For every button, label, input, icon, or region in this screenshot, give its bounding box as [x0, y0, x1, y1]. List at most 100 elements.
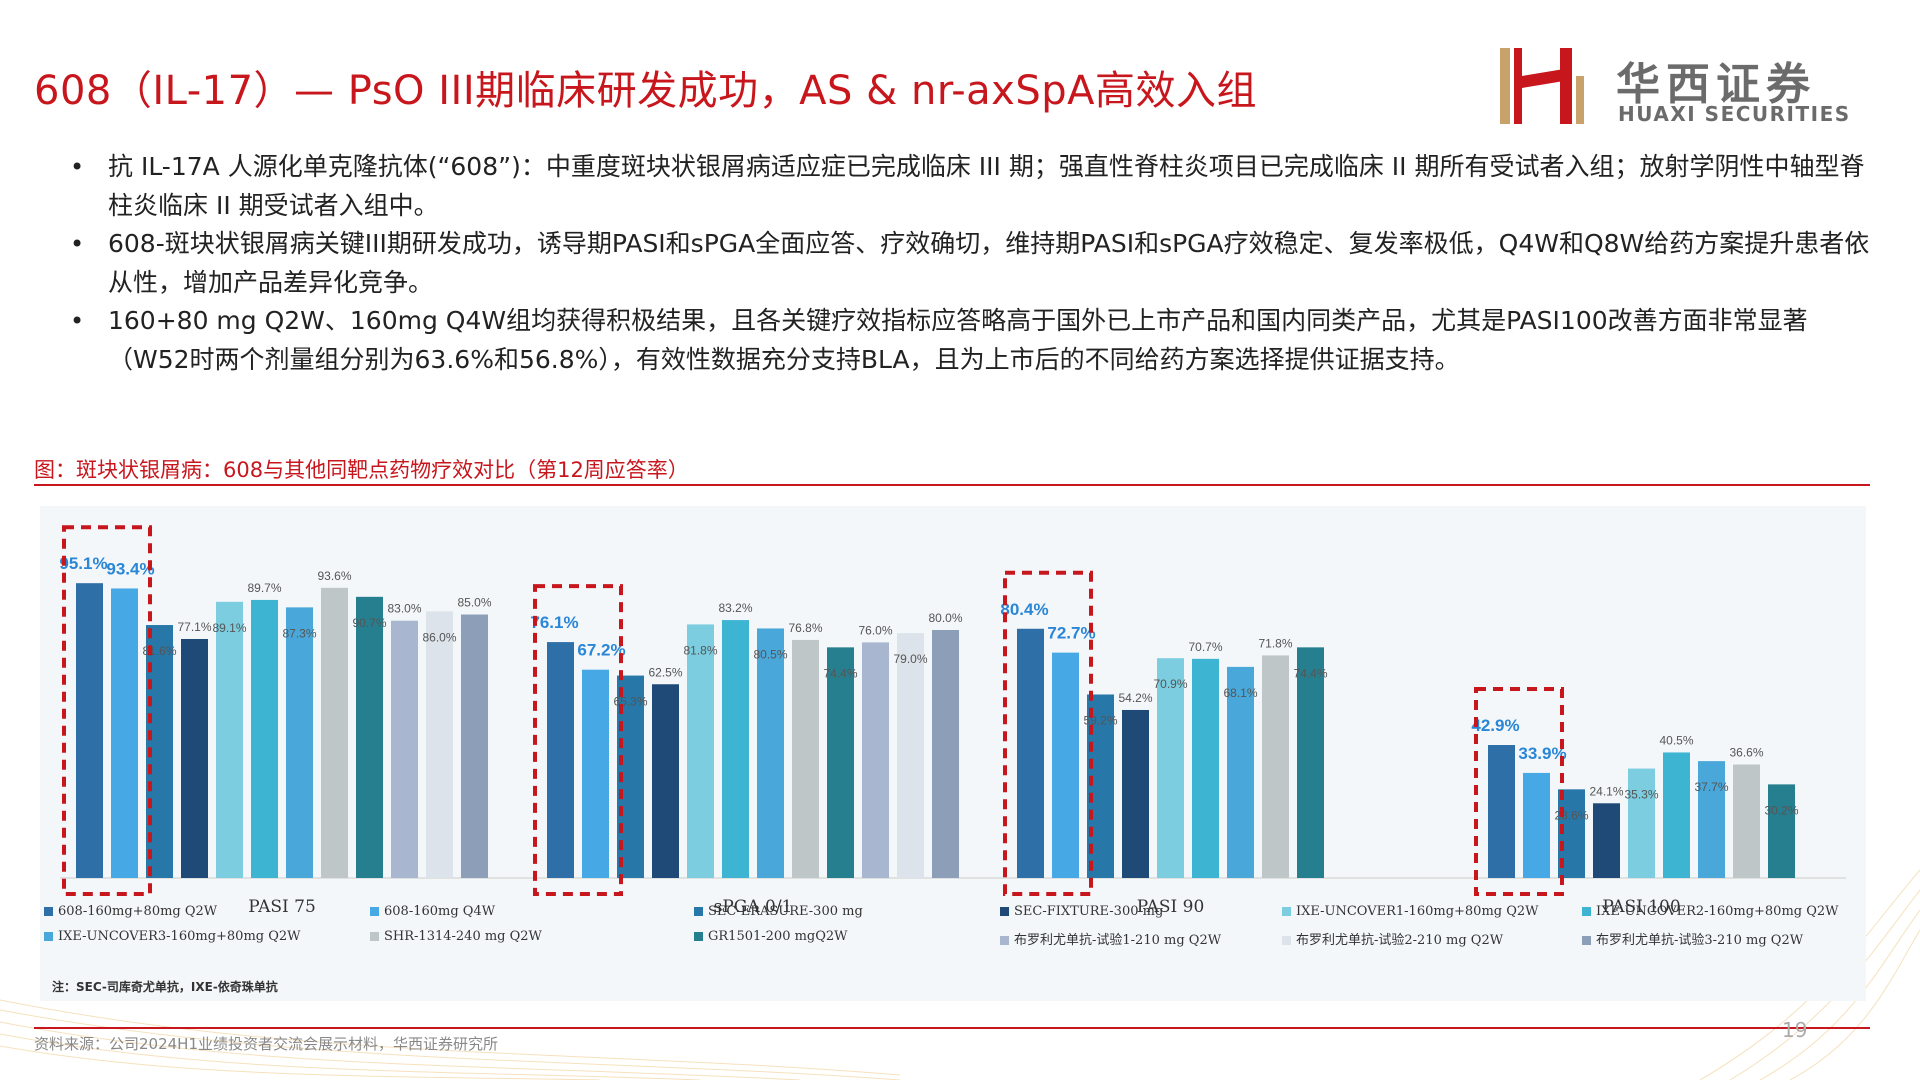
chart-bar — [111, 588, 138, 878]
logo-chinese-name: 华西证券 — [1616, 59, 1816, 110]
bar-data-label: 70.7% — [1188, 640, 1222, 654]
legend-swatch — [1282, 907, 1291, 916]
category-label: PASI 90 — [1137, 897, 1205, 917]
chart-area: 95.1% 93.4% 81.6% 77.1% 89.1% 89.7% 87.3% 93.6%… — [40, 506, 1866, 1001]
bullet-item: 160+80 mg Q2W、160mg Q4W组均获得积极结果，且各关键疗效指标… — [70, 302, 1870, 379]
legend-swatch — [694, 907, 703, 916]
bullet-item: 抗 IL-17A 人源化单克隆抗体(“608”)：中重度斑块状银屑病适应症已完成… — [70, 148, 1870, 225]
caption-divider — [34, 484, 1870, 486]
bar-data-label: 85.0% — [457, 596, 491, 610]
bar-data-label: 83.2% — [718, 601, 752, 615]
chart-bar — [687, 624, 714, 878]
bar-data-label: 86.0% — [422, 630, 456, 644]
chart-bar — [1122, 709, 1149, 878]
legend-item: 布罗利尤单抗-试验1-210 mg Q2W — [1000, 929, 1221, 948]
category-label: PASI 100 — [1602, 897, 1680, 917]
legend-swatch — [1582, 907, 1591, 916]
chart-bar — [932, 630, 959, 878]
bar-data-label: 79.0% — [893, 652, 927, 666]
bar-data-label: 37.7% — [1694, 780, 1728, 794]
chart-bar — [582, 669, 609, 878]
chart-bar — [757, 628, 784, 878]
bar-data-label: 76.0% — [858, 623, 892, 637]
figure-caption: 图：斑块状银屑病：608与其他同靶点药物疗效对比（第12周应答率） — [34, 458, 689, 482]
chart-bar — [1593, 803, 1620, 878]
highlight-608-box — [1003, 570, 1093, 896]
chart-bar — [1663, 752, 1690, 878]
legend-label: IXE-UNCOVER1-160mg+80mg Q2W — [1296, 904, 1539, 919]
chart-bar — [792, 639, 819, 878]
chart-bar — [652, 684, 679, 878]
legend-label: IXE-UNCOVER3-160mg+80mg Q2W — [58, 929, 301, 944]
chart-note: 注：SEC-司库奇尤单抗，IXE-依奇珠单抗 — [52, 980, 278, 994]
chart-bar — [321, 587, 348, 878]
legend-item: 608-160mg Q4W — [370, 904, 495, 919]
chart-bar — [1017, 628, 1044, 878]
bar-data-label: 77.1% — [177, 620, 211, 634]
legend-label: 608-160mg+80mg Q2W — [58, 904, 218, 919]
legend-item: GR1501-200 mgQ2W — [694, 929, 848, 944]
legend-item: SEC-FIXTURE-300 mg — [1000, 904, 1163, 919]
huaxi-logo-icon — [1500, 48, 1584, 124]
chart-bar — [547, 642, 574, 878]
bar-data-label: 71.8% — [1258, 636, 1292, 650]
legend-item: SHR-1314-240 mg Q2W — [370, 929, 542, 944]
bar-data-label: 76.1% — [530, 613, 578, 632]
bar-data-label: 89.1% — [212, 621, 246, 635]
footer-divider — [34, 1027, 1870, 1029]
chart-bar — [216, 601, 243, 878]
bar-data-label: 81.8% — [683, 643, 717, 657]
bar-data-label: 42.9% — [1471, 716, 1519, 735]
bar-data-label: 72.7% — [1047, 624, 1095, 643]
bar-data-label: 80.4% — [1000, 600, 1048, 619]
bar-data-label: 70.9% — [1153, 677, 1187, 691]
chart-bar — [1192, 658, 1219, 878]
legend-label: 布罗利尤单抗-试验1-210 mg Q2W — [1014, 933, 1222, 948]
page-number: 19 — [1782, 1018, 1808, 1042]
chart-bar — [1052, 652, 1079, 878]
company-logo: 华西证券 HUAXI SECURITIES — [1496, 46, 1896, 128]
legend-label: 布罗利尤单抗-试验2-210 mg Q2W — [1296, 933, 1504, 948]
legend-swatch — [370, 907, 379, 916]
chart-bar — [181, 638, 208, 878]
legend-item: 布罗利尤单抗-试验2-210 mg Q2W — [1282, 929, 1503, 948]
bar-data-label: 93.6% — [317, 569, 351, 583]
chart-bar — [1768, 784, 1795, 878]
bar-data-label: 80.5% — [753, 647, 787, 661]
chart-bar — [391, 620, 418, 878]
chart-bar — [1733, 764, 1760, 878]
legend-swatch — [44, 907, 53, 916]
category-label: PASI 75 — [248, 897, 316, 917]
chart-bar — [1698, 761, 1725, 878]
bar-data-label: 40.5% — [1659, 733, 1693, 747]
bar-data-label: 24.1% — [1589, 784, 1623, 798]
bar-data-label: 81.6% — [142, 644, 176, 658]
bar-chart: 95.1%93.4% 81.6%77.1% 89.1% 89.7% 87.3% 93.6%… — [59, 525, 1846, 917]
chart-bar — [1157, 658, 1184, 878]
source-text: 资料来源：公司2024H1业绩投资者交流会展示材料，华西证券研究所 — [34, 1035, 498, 1053]
chart-bar — [356, 596, 383, 878]
bar-data-label: 89.7% — [247, 581, 281, 595]
legend-label: 布罗利尤单抗-试验3-210 mg Q2W — [1596, 933, 1804, 948]
legend-swatch — [694, 932, 703, 941]
bar-data-label: 36.6% — [1729, 746, 1763, 760]
legend-item: SEC-ERASURE-300 mg — [694, 904, 863, 919]
chart-bar — [1227, 666, 1254, 878]
legend-swatch — [1282, 936, 1291, 945]
bar-data-label: 95.1% — [59, 554, 107, 573]
logo-english-name: HUAXI SECURITIES — [1618, 102, 1851, 126]
chart-bar — [1262, 655, 1289, 878]
legend-swatch — [370, 932, 379, 941]
chart-bar — [862, 642, 889, 878]
bullet-item: 608-斑块状银屑病关键III期研发成功，诱导期PASI和sPGA全面应答、疗效… — [70, 225, 1870, 302]
bar-data-label: 87.3% — [282, 626, 316, 640]
legend-label: 608-160mg Q4W — [384, 904, 496, 919]
bar-data-label: 93.4% — [106, 559, 154, 578]
legend-label: IXE-UNCOVER2-160mg+80mg Q2W — [1596, 904, 1839, 919]
chart-bar — [286, 607, 313, 878]
bar-data-label: 59.2% — [1083, 713, 1117, 727]
chart-bar — [722, 620, 749, 878]
bar-data-label: 83.0% — [387, 602, 421, 616]
chart-bar — [897, 633, 924, 878]
highlight-608-box — [1474, 687, 1564, 896]
